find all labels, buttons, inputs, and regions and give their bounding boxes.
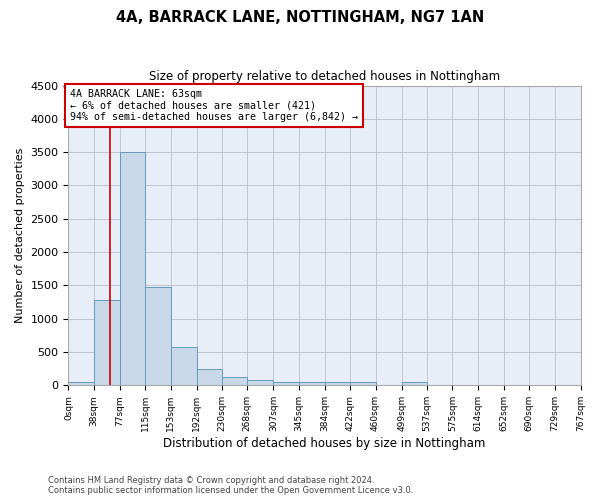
Bar [197,370,222,386]
Bar [68,382,94,386]
Bar [222,378,247,386]
Text: 4A BARRACK LANE: 63sqm
← 6% of detached houses are smaller (421)
94% of semi-det: 4A BARRACK LANE: 63sqm ← 6% of detached … [70,89,358,122]
Bar [325,382,350,386]
Bar [299,382,325,386]
Bar [247,380,274,386]
Text: Contains HM Land Registry data © Crown copyright and database right 2024.
Contai: Contains HM Land Registry data © Crown c… [48,476,413,495]
X-axis label: Distribution of detached houses by size in Nottingham: Distribution of detached houses by size … [163,437,485,450]
Y-axis label: Number of detached properties: Number of detached properties [15,148,25,323]
Bar [350,382,376,386]
Bar [145,286,170,386]
Text: 4A, BARRACK LANE, NOTTINGHAM, NG7 1AN: 4A, BARRACK LANE, NOTTINGHAM, NG7 1AN [116,10,484,25]
Bar [170,346,197,386]
Title: Size of property relative to detached houses in Nottingham: Size of property relative to detached ho… [149,70,500,83]
Bar [274,382,299,386]
Bar [120,152,145,386]
Bar [94,300,120,386]
Bar [401,382,427,386]
